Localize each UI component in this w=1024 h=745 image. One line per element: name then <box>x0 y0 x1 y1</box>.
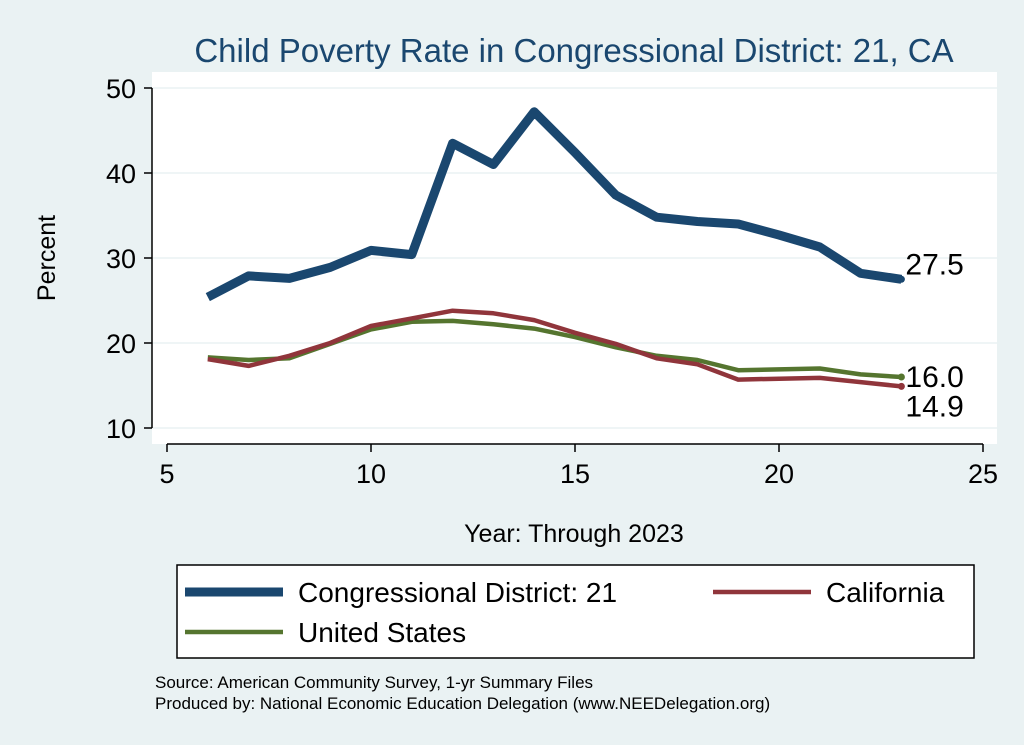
x-tick-label: 20 <box>764 459 794 489</box>
y-tick-label: 10 <box>106 414 136 444</box>
legend-label-united-states: United States <box>298 617 466 648</box>
end-marker-california <box>897 382 905 390</box>
end-label-california: 14.9 <box>905 390 963 423</box>
source-note: Source: American Community Survey, 1-yr … <box>155 673 593 692</box>
x-tick-label: 10 <box>356 459 386 489</box>
y-axis-label: Percent <box>33 215 61 301</box>
y-tick-label: 30 <box>106 244 136 274</box>
gridlines <box>152 87 997 429</box>
legend: Congressional District: 21 California Unit… <box>185 577 945 648</box>
series-line-california <box>207 308 902 389</box>
y-tick-label: 40 <box>106 159 136 189</box>
x-axis-label: Year: Through 2023 <box>464 520 684 548</box>
end-marker-district <box>897 275 905 283</box>
legend-box <box>176 564 975 659</box>
series-lines <box>205 107 903 389</box>
x-tick-label: 15 <box>560 459 590 489</box>
chart-title: Child Poverty Rate in Congressional Dist… <box>194 32 953 69</box>
series-line-district <box>205 107 903 302</box>
x-tick-label: 5 <box>159 459 174 489</box>
y-tick-label: 50 <box>106 74 136 104</box>
x-tick-label: 25 <box>968 459 998 489</box>
y-tick-label: 20 <box>106 329 136 359</box>
axes: 10 20 30 40 50 5 10 15 20 25 <box>106 74 998 489</box>
legend-label-district: Congressional District: 21 <box>298 577 617 608</box>
legend-label-california: California <box>826 577 945 608</box>
end-label-district: 27.5 <box>905 248 963 281</box>
end-marker-united-states <box>897 373 905 381</box>
end-label-united-states: 16.0 <box>905 361 963 394</box>
producer-note: Produced by: National Economic Education… <box>155 694 770 713</box>
end-labels: 27.5 14.916.0 <box>897 248 964 423</box>
